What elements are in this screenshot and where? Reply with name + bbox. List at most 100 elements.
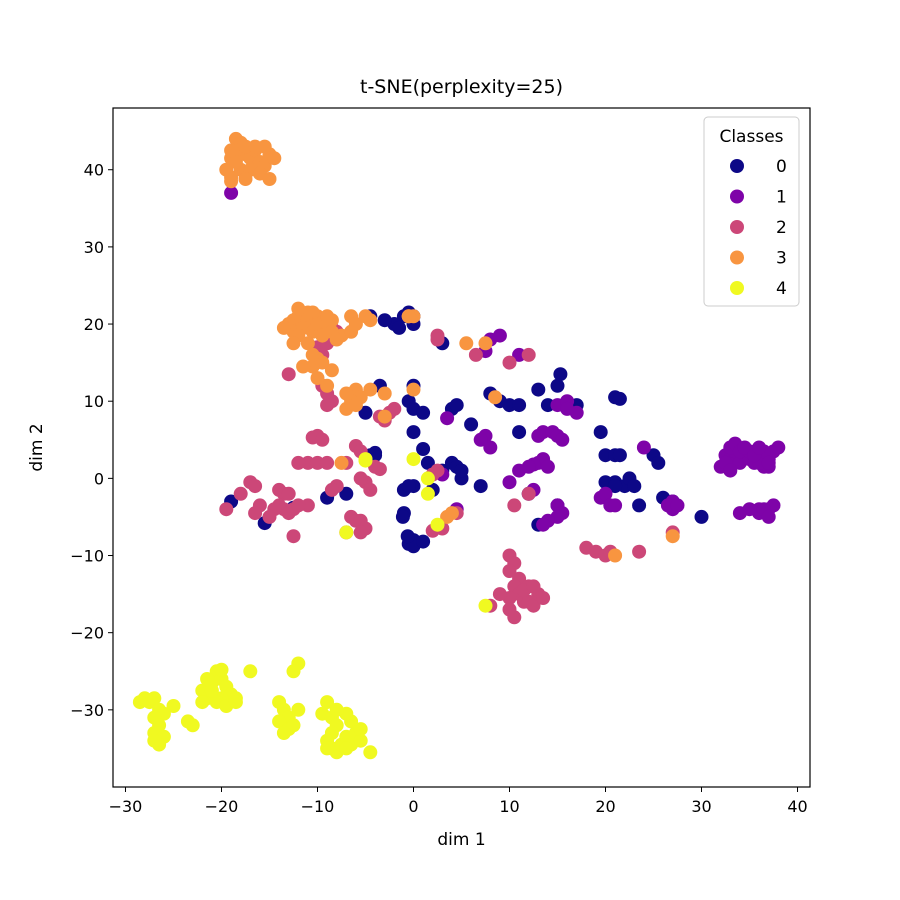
point-class-3 [363, 313, 378, 328]
point-class-4 [478, 598, 493, 613]
point-class-0 [464, 417, 479, 432]
point-class-3 [459, 336, 474, 351]
point-class-3 [224, 174, 239, 189]
point-class-0 [416, 405, 431, 420]
y-tick-label: 40 [84, 161, 104, 180]
point-class-0 [392, 320, 407, 335]
point-class-2 [300, 455, 315, 470]
point-class-1 [536, 517, 551, 532]
point-class-3 [310, 317, 325, 331]
point-class-0 [416, 534, 431, 549]
point-class-1 [636, 440, 651, 455]
point-class-1 [761, 455, 776, 470]
point-class-0 [612, 448, 627, 463]
point-class-1 [771, 440, 786, 455]
y-tick-label: −20 [70, 624, 104, 643]
y-tick-label: 10 [84, 392, 104, 411]
point-class-4 [185, 718, 200, 733]
legend-marker-3 [730, 250, 744, 265]
point-class-2 [233, 486, 248, 501]
point-class-0 [420, 455, 435, 470]
point-class-3 [320, 378, 335, 393]
point-class-0 [550, 378, 565, 393]
point-class-1 [224, 185, 239, 200]
point-class-3 [238, 139, 253, 154]
point-class-0 [598, 448, 613, 463]
point-class-4 [228, 695, 243, 710]
point-class-2 [502, 355, 517, 370]
point-class-2 [632, 544, 647, 559]
legend-label-3: 3 [776, 249, 787, 269]
point-class-0 [406, 425, 421, 440]
point-class-4 [286, 664, 301, 679]
legend-marker-2 [730, 220, 744, 234]
point-class-4 [320, 741, 335, 756]
legend-marker-4 [730, 281, 744, 295]
points-layer [132, 131, 786, 760]
point-class-2 [363, 482, 378, 497]
point-class-1 [608, 498, 623, 513]
x-axis-ticks: −30 −20 −10 0 10 20 30 40 [109, 787, 808, 816]
point-class-2 [507, 610, 522, 625]
point-class-0 [512, 398, 527, 413]
point-class-4 [420, 486, 435, 501]
point-class-4 [363, 745, 378, 760]
point-class-3 [276, 320, 291, 335]
point-class-1 [536, 425, 551, 440]
point-class-1 [502, 475, 517, 490]
point-class-2 [372, 462, 387, 477]
point-class-0 [593, 425, 608, 440]
point-class-2 [521, 486, 536, 501]
legend-marker-1 [730, 189, 744, 204]
legend-title: Classes [719, 127, 783, 147]
point-class-3 [665, 529, 680, 544]
point-class-0 [531, 382, 546, 397]
x-axis-label: dim 1 [437, 830, 485, 850]
point-class-4 [291, 702, 306, 717]
x-tick-label: 40 [787, 797, 807, 816]
legend-marker-0 [730, 159, 744, 173]
point-class-0 [401, 479, 416, 494]
point-class-3 [291, 301, 306, 316]
point-class-0 [449, 398, 464, 413]
point-class-1 [512, 347, 527, 362]
point-class-0 [608, 479, 623, 494]
point-class-0 [400, 529, 415, 544]
point-class-3 [377, 386, 392, 401]
legend-label-0: 0 [776, 157, 787, 177]
point-class-4 [147, 733, 162, 748]
point-class-1 [492, 328, 507, 343]
x-tick-label: 0 [408, 797, 418, 816]
point-class-3 [339, 386, 354, 401]
point-class-2 [281, 486, 296, 501]
point-class-2 [353, 471, 368, 486]
point-class-2 [324, 482, 339, 497]
legend-entries: 0 1 2 3 4 [730, 157, 787, 299]
point-class-2 [262, 509, 277, 524]
point-class-4 [353, 733, 368, 748]
point-class-3 [305, 347, 320, 362]
legend-label-2: 2 [776, 218, 787, 238]
point-class-2 [291, 498, 306, 513]
point-class-4 [195, 695, 210, 710]
point-class-0 [358, 405, 373, 420]
point-class-1 [737, 440, 752, 455]
point-class-4 [132, 695, 147, 710]
point-class-3 [488, 390, 503, 405]
x-tick-label: −20 [205, 797, 239, 816]
point-class-2 [248, 479, 263, 494]
point-class-1 [473, 432, 488, 447]
point-class-3 [248, 139, 263, 154]
point-class-1 [752, 440, 767, 455]
point-class-1 [560, 401, 575, 416]
point-class-0 [540, 398, 555, 413]
point-class-1 [732, 506, 747, 521]
point-class-2 [507, 498, 522, 513]
point-class-1 [670, 498, 685, 513]
point-class-3 [324, 363, 339, 378]
point-class-0 [416, 442, 431, 456]
legend-label-4: 4 [776, 279, 787, 299]
point-class-3 [478, 336, 493, 351]
point-class-3 [238, 172, 253, 186]
